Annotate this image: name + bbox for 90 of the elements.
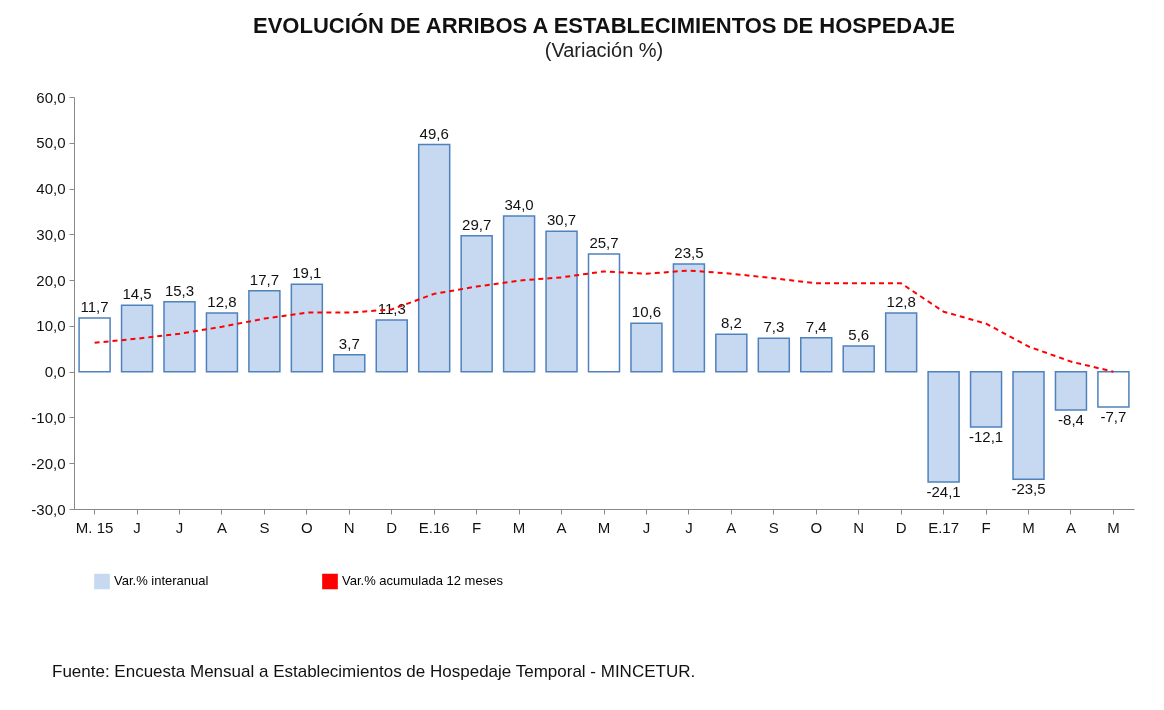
chart-title: EVOLUCIÓN DE ARRIBOS A ESTABLECIMIENTOS DE HOSPEDAJE [252,13,956,38]
data-label: 34,0 [504,196,534,214]
x-tick-label: S [259,518,270,536]
bar [333,353,366,373]
data-label: 17,7 [249,270,279,288]
bar [630,322,663,373]
x-tick-label: M. 15 [75,518,114,536]
x-tick-label: A [216,518,227,536]
data-label: 3,7 [338,334,360,352]
x-tick-label: J [175,518,184,536]
bar [884,312,918,373]
data-label: -24,1 [926,482,961,500]
bar [290,283,324,373]
data-label: 11,3 [377,299,406,317]
bar [248,289,281,373]
y-tick-label: 40,0 [36,180,66,198]
bar [1012,370,1045,480]
x-tick-label: M [1022,518,1035,536]
data-label: 5,6 [848,326,870,344]
bar [545,230,578,373]
x-tick-label: A [1065,518,1076,536]
bar [1054,370,1088,411]
bar [120,304,154,373]
x-tick-label: M [512,518,526,536]
x-tick-label: J [642,518,651,536]
data-label: -23,5 [1011,480,1046,498]
legend-label: Var.% interanual [114,573,209,589]
bar [375,319,408,373]
data-label: 15,3 [164,281,195,299]
y-tick-label: 30,0 [36,225,66,243]
data-label: 11,7 [80,298,109,316]
y-tick-label: 10,0 [36,317,66,335]
bar [842,345,875,373]
bar [163,300,196,373]
data-label: 12,8 [886,293,916,311]
x-tick-label: N [853,518,865,536]
x-tick-label: F [981,518,991,536]
y-tick-label: 0,0 [44,363,66,381]
x-tick-label: E.16 [418,518,450,536]
legend-label: Var.% acumulada 12 meses [342,573,504,589]
data-label: 7,3 [763,318,785,336]
y-tick-label: -30,0 [31,500,66,518]
data-label: -8,4 [1058,411,1084,429]
chart-subtitle: (Variación %) [544,39,664,61]
x-tick-label: O [301,518,313,536]
bar [757,337,791,373]
y-tick-label: 60,0 [36,88,66,106]
x-tick-label: N [343,518,355,536]
x-tick-label: S [768,518,779,536]
data-label: 29,7 [462,215,492,233]
bar [715,333,748,373]
data-label: 49,6 [419,124,449,142]
bar [672,263,706,373]
data-label: 7,4 [805,317,827,335]
bar [800,337,833,373]
y-tick-label: 20,0 [36,271,66,289]
x-tick-label: D [386,518,398,536]
data-label: 8,2 [720,314,742,332]
bar [927,370,960,483]
y-tick-label: -10,0 [31,408,66,426]
x-tick-label: A [726,518,737,536]
x-tick-label: M [1107,518,1120,536]
bar [78,317,111,373]
bar [417,143,451,373]
bar [1097,370,1130,408]
data-label: 23,5 [674,244,704,262]
x-tick-label: O [810,518,823,536]
x-tick-label: D [895,518,907,536]
x-tick-label: J [685,518,693,536]
data-label: 12,8 [207,293,237,311]
data-label: 25,7 [589,234,619,252]
x-tick-label: J [133,518,141,536]
data-label: -7,7 [1100,407,1127,425]
x-tick-label: F [472,518,482,536]
bar [502,215,536,373]
bar [969,370,1003,428]
y-tick-label: 50,0 [36,134,66,152]
y-tick-label: -20,0 [31,454,66,472]
x-tick-label: E.17 [928,518,960,536]
x-tick-label: A [556,518,567,536]
source-note: Fuente: Encuesta Mensual a Establecimientos de Hospedaje Temporal - MINCETUR. [52,662,696,682]
bar [205,312,239,373]
data-label: -12,1 [968,428,1004,446]
bar [587,253,621,373]
data-label: 19,1 [292,264,322,282]
data-label: 10,6 [631,303,662,321]
x-tick-label: M [597,518,611,536]
bar [460,234,493,373]
data-label: 14,5 [122,285,152,303]
data-label: 30,7 [546,211,577,229]
